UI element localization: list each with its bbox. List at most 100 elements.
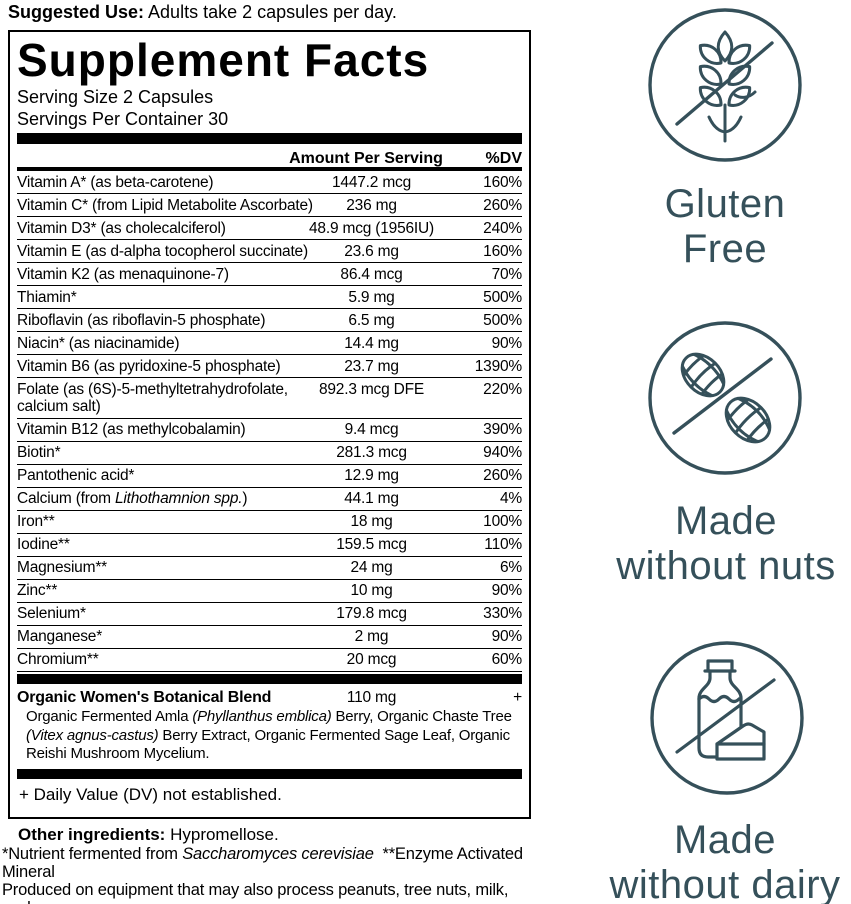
row-name: Pantothenic acid* [17,467,135,484]
row-dv: 70% [491,265,523,283]
nut-free-icon [648,321,802,475]
table-row: Niacin* (as niacinamide) 14.4 mg 90% [17,332,522,355]
gluten-free-label: Gluten Free [595,182,851,272]
row-dv: 260% [483,467,522,484]
table-row: Thiamin* 5.9 mg 500% [17,286,522,309]
row-dv: 1390% [474,357,522,375]
note-line: Produced on equipment that may also proc… [2,881,509,904]
row-name: Vitamin A* (as beta-carotene) [17,173,214,191]
blend-amount: 110 mg [346,688,397,706]
blend-row: Organic Women's Botanical Blend 110 mg + [17,684,522,709]
table-row: Calcium (from Lithothamnion spp.) 44.1 mg… [17,488,522,511]
row-name: Manganese* [17,628,103,645]
other-ingredients: Other ingredients: Hypromellose. [2,824,547,845]
row-amount: 892.3 mcg DFE [318,380,425,398]
row-dv: 6% [499,559,522,576]
table-row: Vitamin K2 (as menaquinone-7) 86.4 mcg 70% [17,263,522,286]
table-row: Iodine** 159.5 mcg 110% [17,534,522,557]
nutrient-table: Vitamin A* (as beta-carotene) 1447.2 mcg 1… [17,171,522,672]
serving-size: Serving Size 2 Capsules [17,87,214,107]
divider-bar-bottom [17,768,522,779]
column-header-amount: Amount Per Serving [289,150,443,167]
row-amount: 159.5 mcg [336,536,407,553]
row-name: Magnesium** [17,559,107,576]
dairy-free-icon [650,641,804,795]
row-name: Vitamin K2 (as menaquinone-7) [17,265,229,283]
table-row: Magnesium** 24 mg 6% [17,557,522,580]
note-line: *Nutrient fermented from Saccharomyces c… [2,845,523,881]
dairy-free-line2: without dairy [609,863,841,904]
blend-dv: + [513,688,522,706]
row-dv: 100% [483,513,522,530]
table-row: Folate (as (6S)-5-methyltetrahydrofolate… [17,378,522,419]
row-dv: 260% [483,196,522,214]
row-dv: 4% [499,490,522,507]
nut-free-line2: without nuts [616,544,836,588]
row-name: Vitamin B6 (as pyridoxine-5 phosphate) [17,357,281,375]
table-row: Manganese* 2 mg 90% [17,626,522,649]
allergen-notes: *Nutrient fermented from Saccharomyces c… [2,845,547,904]
table-row: Riboflavin (as riboflavin-5 phosphate) 6.… [17,309,522,332]
row-amount: 281.3 mcg [336,444,407,461]
gluten-free-icon [648,8,802,162]
gluten-free-line1: Gluten [664,182,786,226]
divider-bar-blend [17,673,522,684]
row-dv: 940% [483,444,522,461]
supplement-facts-panel: Supplement Facts Serving Size 2 Capsules… [8,30,531,819]
table-row: Vitamin A* (as beta-carotene) 1447.2 mcg 1… [17,171,522,194]
table-row: Pantothenic acid* 12.9 mg 260% [17,465,522,488]
row-name: Vitamin D3* (as cholecalciferol) [17,219,226,237]
row-name: Vitamin B12 (as methylcobalamin) [17,421,246,438]
row-name: Selenium* [17,605,86,622]
row-dv: 160% [483,173,522,191]
suggested-use: Suggested Use: Adults take 2 capsules pe… [8,1,397,23]
row-amount: 9.4 mcg [344,421,399,438]
table-row: Zinc** 10 mg 90% [17,580,522,603]
table-row: Vitamin D3* (as cholecalciferol) 48.9 mcg… [17,217,522,240]
other-ingredients-text: Hypromellose. [165,825,279,844]
row-dv: 110% [484,536,522,553]
suggested-use-text: Adults take 2 capsules per day. [144,2,397,22]
suggested-use-label: Suggested Use: [8,2,145,22]
divider-bar-top [17,133,522,144]
row-amount: 18 mg [350,513,393,530]
row-name: Biotin* [17,444,61,461]
row-dv: 90% [491,582,523,599]
row-dv: 60% [491,651,523,668]
table-row: Vitamin C* (from Lipid Metabolite Ascorb… [17,194,522,217]
row-name: Niacin* (as niacinamide) [17,334,180,352]
table-row: Biotin* 281.3 mcg 940% [17,442,522,465]
footer-notes: Other ingredients: Hypromellose. *Nutrie… [2,824,547,904]
row-amount: 20 mcg [346,651,397,668]
row-name: Zinc** [17,582,58,599]
row-amount: 10 mg [350,582,393,599]
servings-per-container: Servings Per Container 30 [17,109,229,129]
nut-free-line1: Made [674,499,778,543]
blend-name: Organic Women's Botanical Blend [17,688,272,706]
row-name: Iron** [17,513,55,530]
row-amount: 24 mg [350,559,393,576]
row-amount: 12.9 mg [344,467,399,484]
row-amount: 86.4 mcg [340,265,403,283]
row-dv: 390% [483,421,522,438]
table-row: Selenium* 179.8 mcg 330% [17,603,522,626]
row-amount: 236 mg [346,196,397,214]
row-dv: 90% [491,334,523,352]
row-dv: 160% [483,242,522,260]
row-name: Thiamin* [17,288,77,306]
row-amount: 14.4 mg [344,334,399,352]
row-amount: 1447.2 mcg [332,173,411,191]
row-name: Folate (as (6S)-5-methyltetrahydrofolate… [17,380,288,416]
row-name: Chromium** [17,651,99,668]
blend-description: Organic Fermented Amla (Phyllanthus embl… [26,708,512,762]
dairy-free-label: Made without dairy [583,818,851,904]
row-amount: 44.1 mg [344,490,399,507]
gluten-free-line2: Free [682,227,768,271]
row-name: Vitamin E (as d-alpha tocopherol succina… [17,242,308,260]
panel-title: Supplement Facts [17,34,430,86]
dairy-free-line1: Made [673,818,777,862]
table-row: Chromium** 20 mcg 60% [17,649,522,672]
table-row: Vitamin B12 (as methylcobalamin) 9.4 mcg 3… [17,419,522,442]
table-header: Amount Per Serving %DV [17,144,522,171]
row-name: Riboflavin (as riboflavin-5 phosphate) [17,311,266,329]
